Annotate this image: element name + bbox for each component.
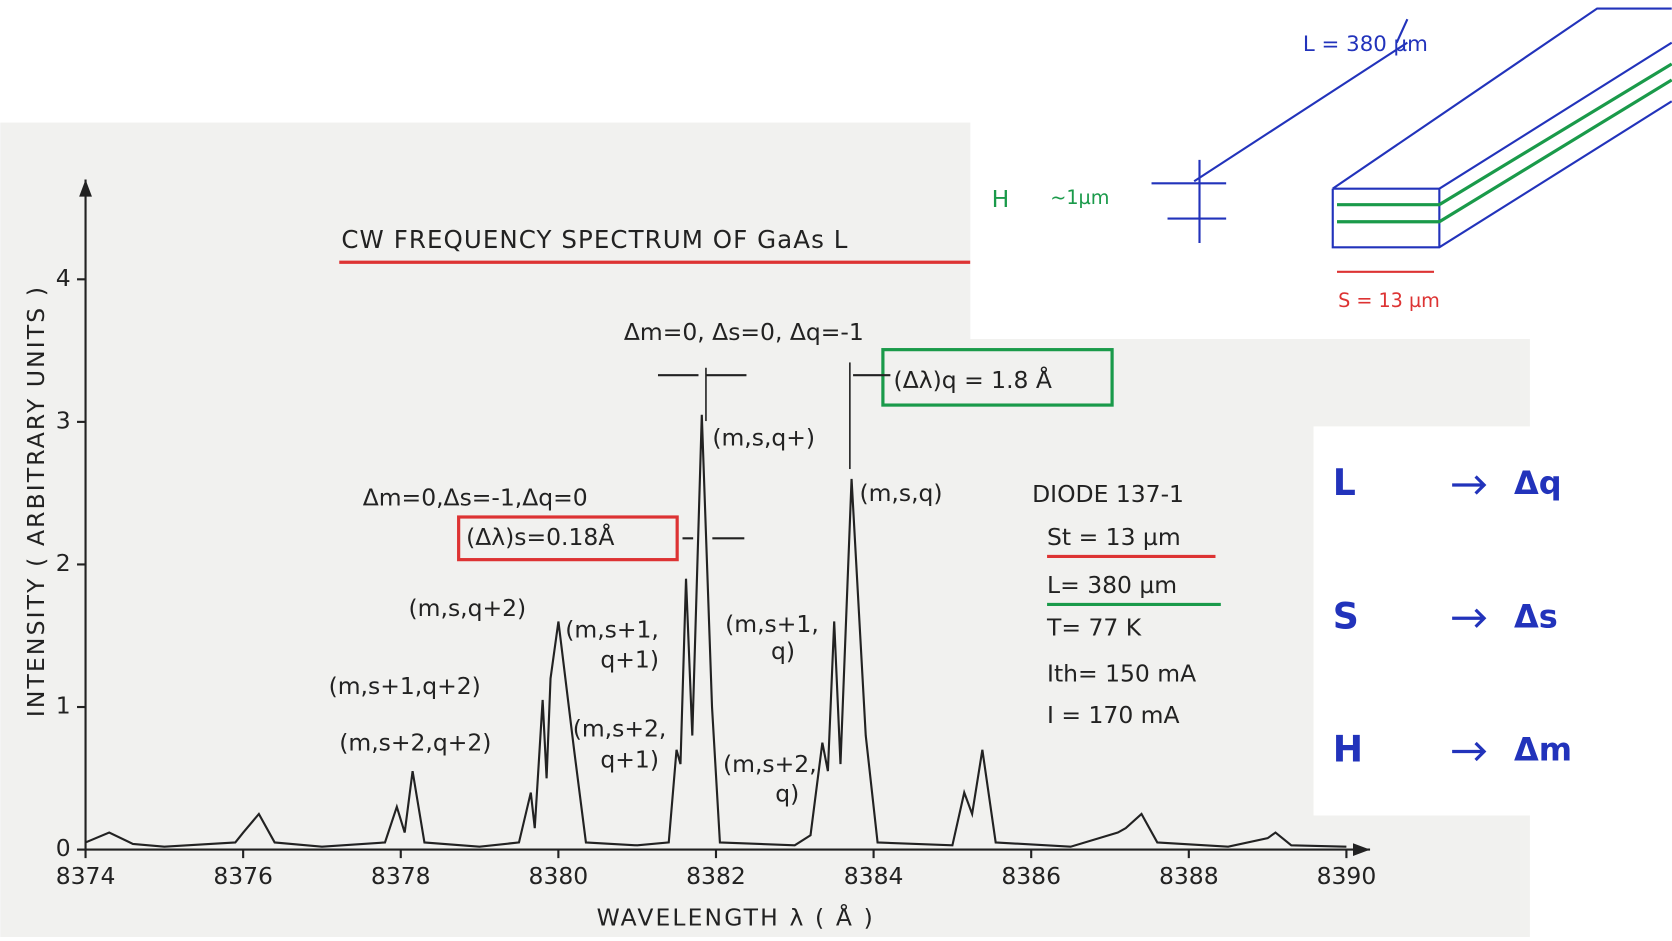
x-axis-label: WAVELENGTH λ ( Å ) <box>597 903 875 931</box>
notes-effect: Δq <box>1514 464 1562 502</box>
x-axis-arrow <box>1353 843 1371 856</box>
annotation: (m,s,q) <box>859 479 942 507</box>
notes-arrow <box>1452 741 1487 762</box>
x-tick-label: 8374 <box>56 862 116 890</box>
annotation: q) <box>771 637 795 665</box>
annotation: q+1) <box>600 645 659 673</box>
annotation: (Δλ)s=0.18Å <box>466 523 614 551</box>
x-tick-label: 8390 <box>1317 862 1377 890</box>
notes-effect: Δs <box>1514 597 1558 635</box>
notes-arrow <box>1452 475 1487 495</box>
annotation: (m,s+2,q+2) <box>339 729 491 757</box>
annotation: q) <box>775 780 799 808</box>
height-symbol: H <box>992 185 1010 213</box>
notes-effect: Δm <box>1514 731 1572 769</box>
annotation: I = 170 mA <box>1047 701 1180 729</box>
y-tick-label: 2 <box>56 549 71 577</box>
notes-symbol: L <box>1333 461 1356 504</box>
active-stripe <box>1337 62 1672 224</box>
spectrum-line <box>85 414 1347 848</box>
notes-panel <box>1313 426 1672 816</box>
height-note: ~1µm <box>1050 186 1109 209</box>
x-tick-label: 8384 <box>844 862 904 890</box>
y-axis-label: INTENSITY ( ARBITRARY UNITS ) <box>22 285 50 717</box>
annotation: St = 13 µm <box>1047 523 1181 551</box>
annotation: DIODE 137-1 <box>1032 480 1184 508</box>
x-tick-label: 8386 <box>1001 862 1061 890</box>
stripe-note: S = 13 µm <box>1338 289 1440 312</box>
annotation: L= 380 µm <box>1047 571 1177 599</box>
x-tick-label: 8380 <box>529 862 589 890</box>
annotation: (m,s+2, <box>723 750 817 778</box>
x-tick-label: 8388 <box>1159 862 1219 890</box>
annotation: q+1) <box>600 746 659 774</box>
annotation: T= 77 K <box>1046 613 1142 641</box>
annotation: (m,s,q+2) <box>409 594 527 622</box>
y-tick-label: 0 <box>56 834 71 862</box>
y-tick-label: 1 <box>56 692 71 720</box>
notes-symbol: S <box>1333 594 1359 637</box>
annotation: Δm=0,Δs=-1,Δq=0 <box>363 483 588 511</box>
length-note: L = 380 µm <box>1303 32 1428 57</box>
y-tick-label: 3 <box>56 406 71 434</box>
chart-title: CW FREQUENCY SPECTRUM OF GaAs L <box>341 225 848 254</box>
annotation: (m,s+1, <box>565 616 659 644</box>
notes-symbol: H <box>1333 728 1363 771</box>
annotation: Ith= 150 mA <box>1047 659 1196 687</box>
y-axis-arrow <box>79 179 92 197</box>
annotation: (m,s+2, <box>573 715 667 743</box>
x-tick-label: 8376 <box>213 862 273 890</box>
spacing-box <box>881 348 1114 407</box>
x-tick-label: 8382 <box>686 862 746 890</box>
y-tick-label: 4 <box>56 264 71 292</box>
diagram-panel <box>970 0 1672 339</box>
laser-sketch <box>1151 7 1672 249</box>
annotation: (m,s+1, <box>725 610 819 638</box>
notes-arrow <box>1452 608 1487 628</box>
annotation: (m,s+1,q+2) <box>329 672 481 700</box>
x-tick-label: 8378 <box>371 862 431 890</box>
annotation: (m,s,q+) <box>712 424 815 452</box>
annotation: (Δλ)q = 1.8 Å <box>894 366 1052 394</box>
annotation: Δm=0, Δs=0, Δq=-1 <box>624 318 864 346</box>
spacing-box <box>457 515 679 562</box>
